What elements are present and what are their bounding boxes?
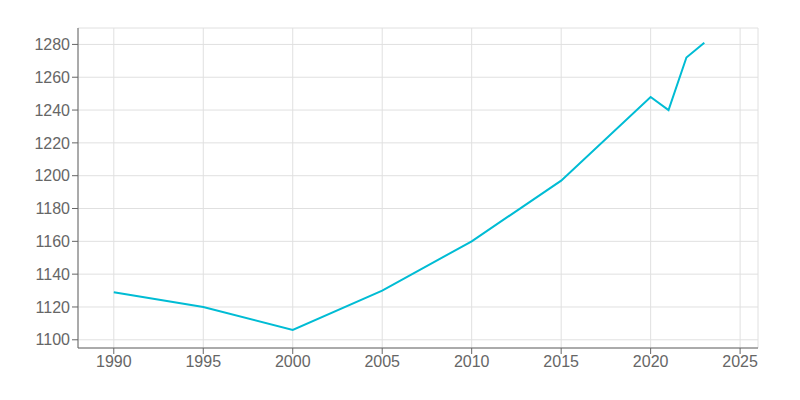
svg-text:1240: 1240 — [34, 102, 70, 119]
svg-text:1995: 1995 — [185, 353, 221, 370]
svg-text:2010: 2010 — [454, 353, 490, 370]
svg-text:1220: 1220 — [34, 135, 70, 152]
svg-text:1140: 1140 — [36, 266, 71, 283]
svg-text:1100: 1100 — [36, 331, 71, 348]
svg-text:1180: 1180 — [36, 200, 71, 217]
svg-text:1120: 1120 — [36, 299, 71, 316]
svg-text:1260: 1260 — [34, 69, 70, 86]
svg-text:1200: 1200 — [34, 167, 70, 184]
svg-text:1990: 1990 — [96, 353, 132, 370]
svg-text:2005: 2005 — [364, 353, 400, 370]
svg-text:1160: 1160 — [36, 233, 71, 250]
svg-text:2025: 2025 — [722, 353, 758, 370]
svg-text:2000: 2000 — [275, 353, 311, 370]
svg-text:2015: 2015 — [543, 353, 579, 370]
svg-text:1280: 1280 — [34, 36, 70, 53]
svg-text:2020: 2020 — [633, 353, 669, 370]
